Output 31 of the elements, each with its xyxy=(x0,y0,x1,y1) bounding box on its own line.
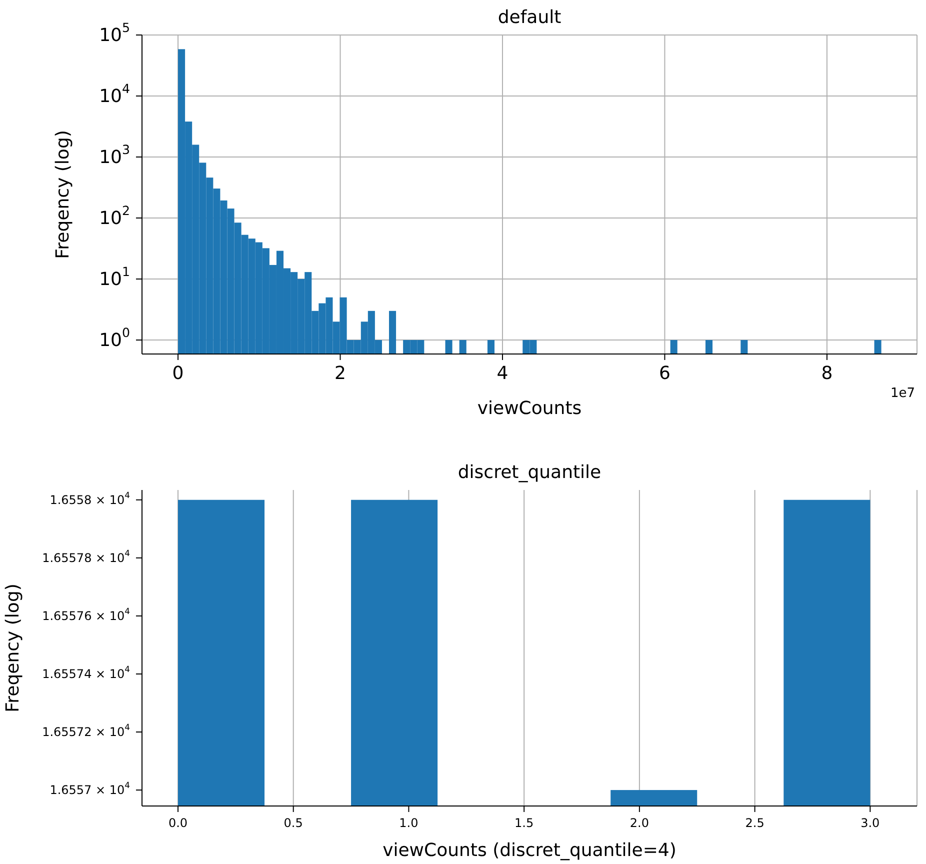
y-tick-label: 1.65574 × 10$^{4}$ xyxy=(42,664,130,681)
text: 1e7 xyxy=(890,386,915,401)
x-axis-title: viewCounts xyxy=(477,398,582,419)
y-tick-label: 1.65572 × 10$^{4}$ xyxy=(42,722,130,740)
x-tick-label: 0.0 xyxy=(168,816,188,830)
y-tick-label: 10$^{0}$ xyxy=(99,325,130,351)
y-tick-label: 1.6558 × 10$^{4}$ xyxy=(50,490,130,507)
y-tick-label: 10$^{2}$ xyxy=(99,203,130,229)
y-tick-label: 10$^{3}$ xyxy=(99,142,130,168)
x-tick-label: 0 xyxy=(172,362,184,384)
y-tick-label: 1.6557 × 10$^{4}$ xyxy=(50,780,130,798)
y-tick-label: 1.65578 × 10$^{4}$ xyxy=(42,548,130,565)
x-tick-label: 2.5 xyxy=(745,816,764,830)
x-tick-label: 4 xyxy=(496,362,508,384)
x-tick-label: 0.5 xyxy=(284,816,303,830)
x-tick-label: 2 xyxy=(334,362,346,384)
y-axis-title: Freqency (log) xyxy=(52,130,74,259)
x-tick-label: 6 xyxy=(658,362,670,384)
y-tick-label: 1.65576 × 10$^{4}$ xyxy=(42,606,130,623)
x-tick-label: 8 xyxy=(821,362,833,384)
y-tick-label: 10$^{4}$ xyxy=(99,81,130,107)
y-tick-label: 10$^{1}$ xyxy=(99,264,130,290)
x-tick-label: 1.5 xyxy=(514,816,534,830)
x-tick-label: 2.0 xyxy=(630,816,649,830)
y-axis-title: Freqency (log) xyxy=(2,584,24,712)
y-tick-label: 10$^{5}$ xyxy=(99,20,130,46)
x-tick-label: 1.0 xyxy=(399,816,418,830)
chart-title: default xyxy=(496,7,562,28)
x-tick-label: 3.0 xyxy=(860,816,880,830)
chart-title: discret_quantile xyxy=(456,462,602,483)
x-axis-title: viewCounts (discret_quantile=4) xyxy=(382,840,676,861)
